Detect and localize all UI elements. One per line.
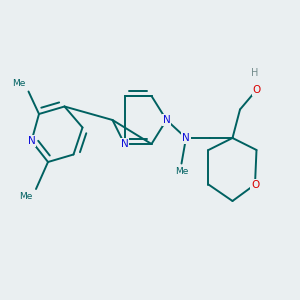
Text: N: N [28,136,35,146]
Text: O: O [251,179,259,190]
Text: Me: Me [20,192,33,201]
Text: N: N [121,139,128,149]
Text: N: N [182,133,190,143]
Text: O: O [252,85,261,95]
Text: Me: Me [175,167,188,176]
Text: N: N [163,115,170,125]
Text: H: H [251,68,259,79]
Text: Me: Me [12,80,26,88]
